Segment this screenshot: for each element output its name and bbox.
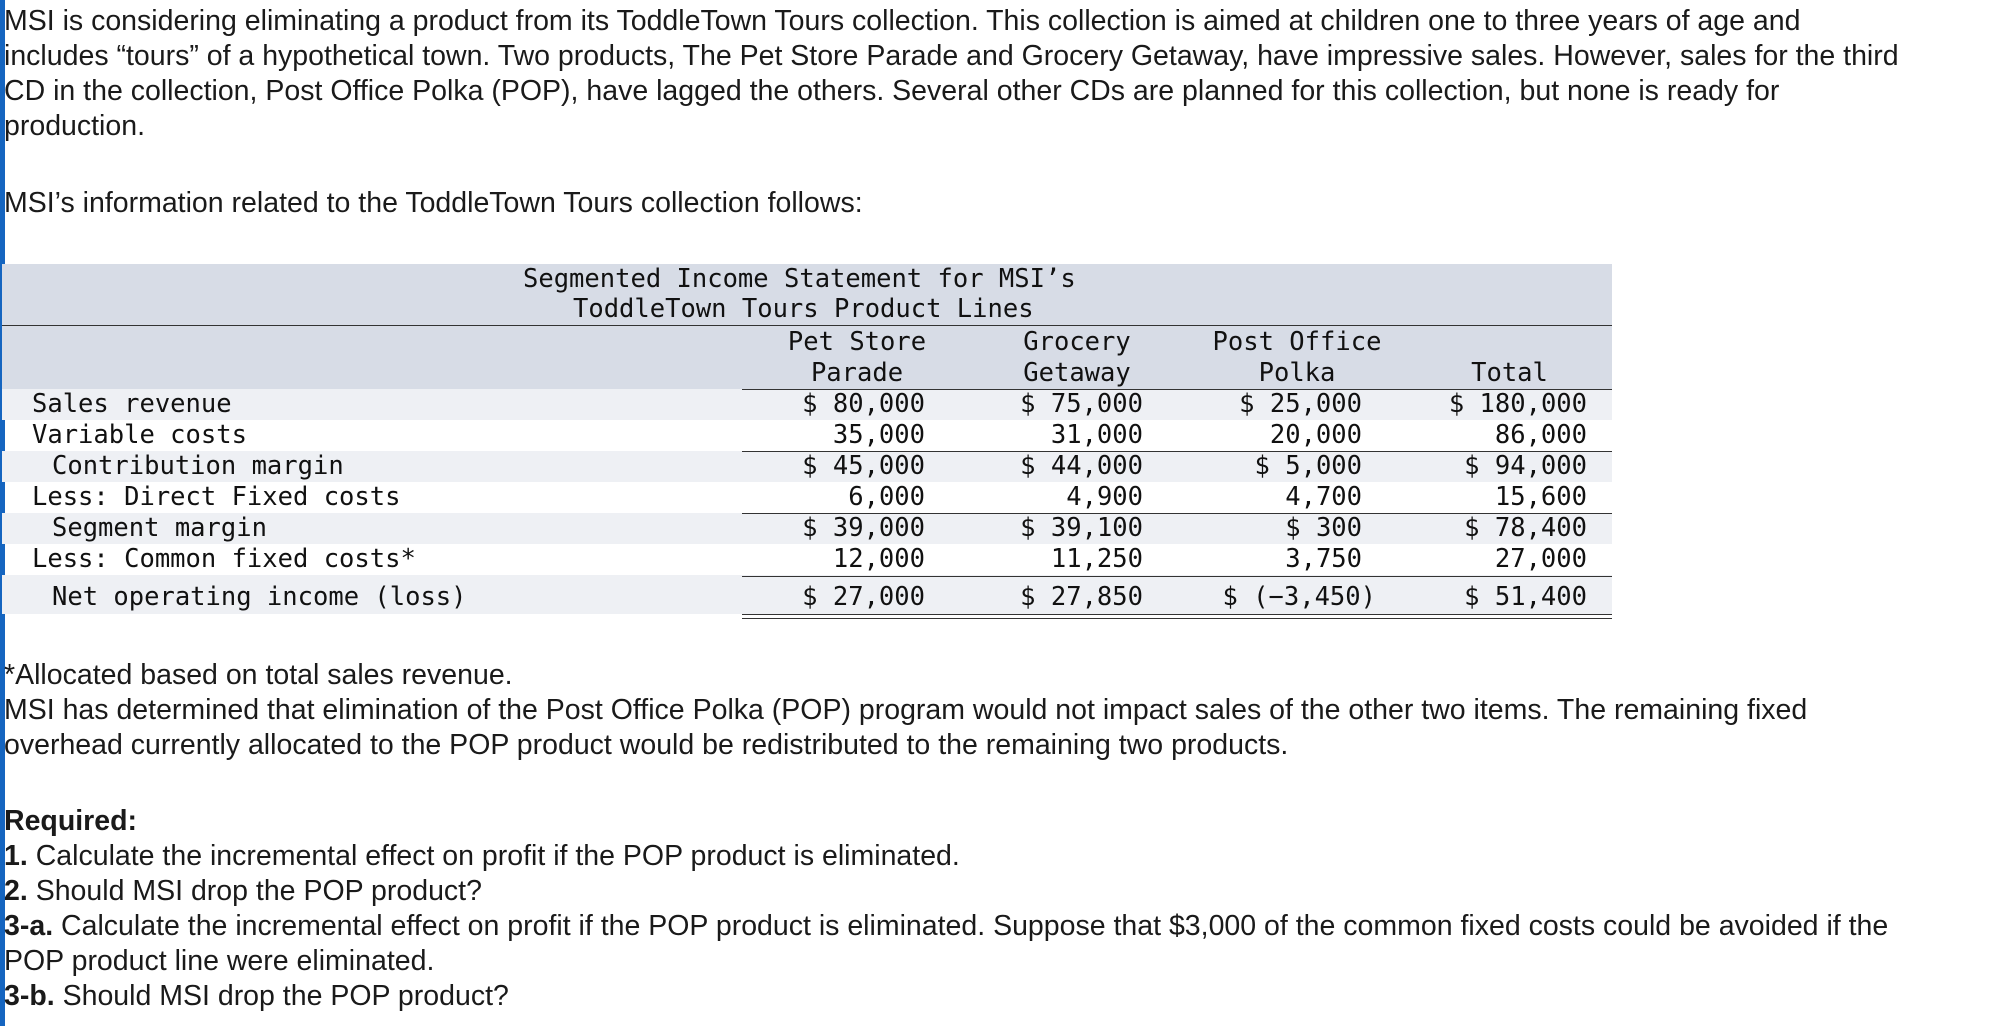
cell: $ 44,000 [1020,451,1143,481]
cell: $ 45,000 [802,451,925,481]
row-label-variable-costs: Variable costs [32,420,247,450]
cell: $ (−3,450) [1222,582,1376,612]
row-label-common-fixed: Less: Common fixed costs* [32,544,416,574]
required-item-number: 1. [4,840,28,872]
cell: $ 5,000 [1254,451,1362,481]
cell: $ 94,000 [1464,451,1587,481]
intro-paragraph: MSI is considering eliminating a product… [4,4,1904,144]
cell: 31,000 [1050,420,1143,450]
row-label-sales-revenue: Sales revenue [32,389,232,419]
required-item-text: Should MSI drop the POP product? [54,980,509,1012]
cell: 86,000 [1494,420,1587,450]
intro-text: MSI is considering eliminating a product… [4,5,1899,142]
double-underline-bottom [742,618,1612,619]
row-label-net-operating-income: Net operating income (loss) [52,582,467,612]
row-label-segment-margin: Segment margin [52,513,267,543]
title-rule [2,325,1612,326]
required-item-number: 2. [4,875,28,907]
col-header-pet-store-2: Parade [810,358,904,388]
cell: $ 27,000 [802,582,925,612]
cell: 20,000 [1269,420,1362,450]
cell: $ 39,100 [1020,513,1143,543]
required-item-text: Calculate the incremental effect on prof… [4,910,1889,977]
required-section: Required: 1. Calculate the incremental e… [4,804,1904,1014]
cell: $ 80,000 [802,389,925,419]
cell: $ 39,000 [802,513,925,543]
cell: $ 25,000 [1239,389,1362,419]
required-item-text: Should MSI drop the POP product? [27,875,482,907]
subtotal-rule [742,576,1612,577]
col-header-post-office-1: Post Office [1212,327,1382,357]
cell: 35,000 [832,420,925,450]
row-label-contribution-margin: Contribution margin [52,451,344,481]
table-title-line2: ToddleTown Tours Product Lines [573,294,1034,324]
cell: 11,250 [1050,544,1143,574]
col-header-post-office-2: Polka [1258,358,1336,388]
subtotal-rule [742,451,1612,452]
required-heading: Required: [4,805,138,837]
cell: 3,750 [1285,544,1362,574]
cell: $ 27,850 [1020,582,1143,612]
cell: 15,600 [1494,482,1587,512]
required-item-number: 3-b. [4,980,55,1012]
lead-text: MSI’s information related to the ToddleT… [4,187,863,219]
col-header-total-2: Total [1471,358,1548,388]
table-title-band [2,264,1612,325]
required-item-1: 1. Calculate the incremental effect on p… [4,839,1904,874]
cell: 12,000 [832,544,925,574]
cell: $ 180,000 [1448,389,1587,419]
col-header-pet-store-1: Pet Store [787,327,927,357]
lead-paragraph: MSI’s information related to the ToddleT… [4,186,1904,221]
col-header-grocery-2: Getaway [1023,358,1131,388]
footnote-section: *Allocated based on total sales revenue.… [4,658,1904,763]
double-underline-top [742,614,1612,615]
row-band [2,575,1612,614]
cell: 4,700 [1285,482,1362,512]
cell: 27,000 [1494,544,1587,574]
row-band [2,451,1612,482]
row-band [2,389,1612,420]
after-note-text: MSI has determined that elimination of t… [4,694,1808,761]
cell: 4,900 [1066,482,1143,512]
required-item-number: 3-a. [4,910,54,942]
table-title-line1: Segmented Income Statement for MSI’s [523,264,1076,294]
table-header-band [2,325,1612,389]
required-item-2: 2. Should MSI drop the POP product? [4,874,1904,909]
cell: $ 75,000 [1020,389,1143,419]
header-underline [742,389,1612,390]
col-header-grocery-1: Grocery [1023,327,1131,357]
footnote-text: *Allocated based on total sales revenue. [4,659,513,691]
cell: $ 78,400 [1464,513,1587,543]
required-item-3a: 3-a. Calculate the incremental effect on… [4,909,1904,979]
required-item-text: Calculate the incremental effect on prof… [27,840,960,872]
cell: $ 300 [1285,513,1362,543]
row-label-direct-fixed: Less: Direct Fixed costs [32,482,401,512]
cell: 6,000 [848,482,925,512]
required-item-3b: 3-b. Should MSI drop the POP product? [4,979,1904,1014]
cell: $ 51,400 [1464,582,1587,612]
subtotal-rule [742,513,1612,514]
row-band [2,513,1612,544]
